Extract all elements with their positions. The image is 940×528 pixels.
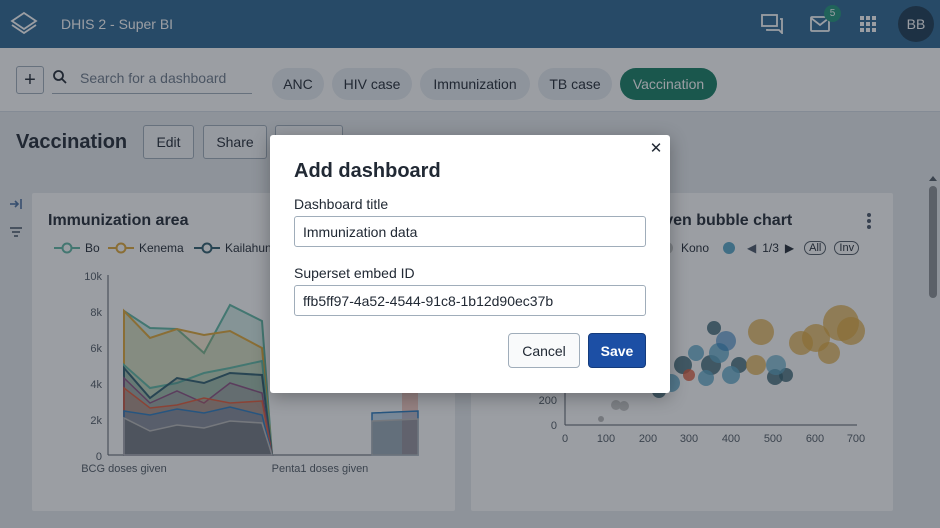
add-dashboard-modal: ✕ Add dashboard Dashboard title Superset… [270, 135, 670, 393]
save-button[interactable]: Save [588, 333, 646, 368]
cancel-button[interactable]: Cancel [508, 333, 580, 368]
add-dashboard-button[interactable]: + [16, 66, 44, 94]
search-icon [53, 70, 67, 84]
area-series [123, 303, 419, 456]
x-tick: 0 [562, 433, 568, 445]
x-tick: 500 [764, 433, 782, 445]
scrollbar-thumb[interactable] [929, 186, 937, 298]
legend-swatch [723, 242, 736, 254]
prev-page-icon[interactable]: ◀ [747, 241, 757, 255]
app-title: DHIS 2 - Super BI [61, 16, 174, 32]
dashboard-title-label: Dashboard title [294, 196, 389, 212]
dashboard-chip-hiv-case[interactable]: HIV case [332, 68, 412, 100]
x-tick: 400 [722, 433, 740, 445]
legend-item-kailahun[interactable]: Kailahun [194, 241, 272, 255]
legend-item-bo[interactable]: Bo [54, 241, 100, 255]
x-tick: 300 [680, 433, 698, 445]
x-tick: 600 [806, 433, 824, 445]
messages-icon[interactable]: 5 [796, 0, 844, 48]
y-tick: 0 [96, 451, 102, 463]
dashboard-title: Vaccination [16, 131, 128, 153]
user-avatar[interactable]: BB [898, 6, 934, 42]
x-tick: BCG doses given [81, 463, 167, 475]
close-icon[interactable]: ✕ [649, 140, 663, 157]
y-tick: 0 [551, 420, 557, 432]
y-tick: 4k [90, 379, 102, 391]
x-axis-labels: 0 100 200 300 400 500 600 700 [562, 433, 865, 445]
dashboard-chip-immunization[interactable]: Immunization [420, 68, 530, 100]
superset-embed-id-label: Superset embed ID [294, 265, 415, 281]
x-tick: 200 [639, 433, 657, 445]
edit-button[interactable]: Edit [143, 125, 194, 159]
dhis2-logo-icon[interactable] [0, 0, 48, 48]
apps-grid-icon[interactable] [844, 0, 892, 48]
messages-badge: 5 [824, 5, 841, 22]
superset-embed-id-input[interactable] [294, 285, 646, 316]
y-tick: 200 [539, 395, 557, 407]
legend-pager: ◀ 1/3 ▶ All Inv [747, 241, 860, 255]
scroll-up-icon[interactable] [928, 174, 938, 182]
y-tick: 8k [90, 307, 102, 319]
interpretations-icon[interactable] [748, 0, 796, 48]
dashboard-title-input[interactable] [294, 216, 646, 247]
top-header: DHIS 2 - Super BI 5 BB [0, 0, 940, 48]
legend-item-kenema[interactable]: Kenema [108, 241, 184, 255]
next-page-icon[interactable]: ▶ [784, 241, 795, 255]
card-title: given bubble chart [650, 212, 793, 229]
expand-panel-icon[interactable] [8, 197, 24, 211]
dashboards-bar: + ANC HIV case Immunization TB case Vacc… [0, 48, 940, 112]
filter-icon[interactable] [8, 225, 24, 239]
x-tick: Penta1 doses given [272, 463, 369, 475]
dashboard-chip-tb-case[interactable]: TB case [538, 68, 612, 100]
area-chart: 10k 8k 6k 4k 2k 0 BCG doses given Penta1… [81, 271, 419, 475]
card-menu-icon[interactable] [866, 212, 872, 230]
legend-inv-button[interactable]: Inv [834, 241, 860, 255]
y-tick: 2k [90, 415, 102, 427]
y-tick: 6k [90, 343, 102, 355]
y-axis-labels: 10k 8k 6k 4k 2k 0 [84, 271, 102, 463]
y-tick: 10k [84, 271, 102, 283]
search-input[interactable] [80, 70, 250, 86]
dashboard-search [52, 64, 252, 94]
modal-title: Add dashboard [294, 160, 441, 182]
legend-all-button[interactable]: All [804, 241, 827, 255]
dashboard-chip-vaccination[interactable]: Vaccination [620, 68, 717, 100]
card-title: Immunization area [48, 212, 189, 229]
dashboard-chip-anc[interactable]: ANC [272, 68, 324, 100]
x-tick: 100 [597, 433, 615, 445]
share-button[interactable]: Share [203, 125, 267, 159]
x-tick: 700 [847, 433, 865, 445]
